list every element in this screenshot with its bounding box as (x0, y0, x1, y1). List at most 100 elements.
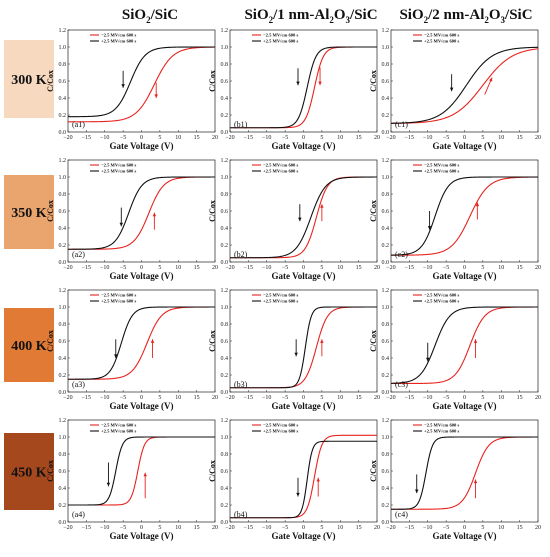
y-tick-label: 0.8 (382, 452, 390, 458)
x-tick-label: 10 (337, 525, 343, 531)
x-tick-label: 5 (481, 395, 484, 401)
x-tick-label: 5 (158, 525, 161, 531)
x-tick-label: −20 (63, 135, 72, 141)
row-labels: 300 K 350 K 400 K 450 K (4, 40, 54, 510)
y-tick-label: 1.2 (382, 28, 390, 34)
series-positive-stress (230, 176, 377, 259)
x-tick-label: 10 (175, 395, 181, 401)
y-axis-label: C/Cox (46, 460, 55, 482)
x-axis-label: Gate Voltage (V) (110, 141, 174, 151)
y-tick-label: 0.2 (221, 373, 229, 379)
x-tick-label: −10 (423, 135, 432, 141)
legend: −2.5 MV/cm 600 s+2.5 MV/cm 600 s (413, 163, 459, 174)
x-tick-label: −15 (82, 135, 91, 141)
y-tick-label: 0.2 (221, 503, 229, 509)
legend-label-negative: −2.5 MV/cm 600 s (263, 293, 298, 298)
x-tick-label: −10 (262, 265, 271, 271)
series-positive-stress (230, 306, 377, 389)
x-tick-label: −20 (225, 265, 234, 271)
x-axis-label: Gate Voltage (V) (272, 401, 336, 411)
x-tick-label: 20 (374, 525, 380, 531)
series-negative-stress (390, 176, 538, 256)
y-tick-label: 0.4 (382, 226, 390, 232)
x-tick-label: −20 (225, 135, 234, 141)
arrow-negative-stress (473, 339, 478, 358)
x-tick-label: −10 (262, 525, 271, 531)
row-label-4: 450 K (11, 466, 47, 481)
panel-b3: −20 −15 −10 −5 0 5 10 15 200.00.20.40.60.81.01.2… (208, 288, 380, 411)
arrow-negative-stress (320, 204, 324, 222)
x-tick-label: 5 (158, 135, 161, 141)
y-tick-label: 0.2 (382, 113, 390, 119)
panel-label: (a1) (72, 120, 85, 129)
x-tick-label: 0 (140, 265, 143, 271)
x-tick-label: 0 (302, 525, 305, 531)
panel-c1: −20 −15 −10 −5 0 5 10 15 200.00.20.40.60.81.01.2… (369, 28, 541, 151)
column-title-2: SiO2/1 nm-Al2O3/SiC (244, 7, 377, 25)
y-tick-label: 1.0 (382, 305, 390, 311)
x-tick-label: −5 (120, 525, 126, 531)
series-positive-stress (67, 46, 215, 118)
x-tick-label: −5 (282, 265, 288, 271)
x-tick-label: 5 (320, 395, 323, 401)
plot-frame (229, 289, 378, 393)
x-axis-label: Gate Voltage (V) (110, 531, 174, 541)
y-tick-label: 0.2 (221, 113, 229, 119)
arrow-positive-stress (449, 74, 454, 92)
x-tick-label: 10 (175, 525, 181, 531)
x-tick-label: 10 (337, 395, 343, 401)
legend-label-negative: −2.5 MV/cm 600 s (101, 423, 136, 428)
x-tick-label: −15 (405, 265, 414, 271)
series-positive-stress (391, 436, 538, 510)
legend-label-positive: +2.5 MV/cm 600 s (101, 39, 136, 44)
legend: −2.5 MV/cm 600 s+2.5 MV/cm 600 s (90, 293, 136, 304)
legend-label-positive: +2.5 MV/cm 600 s (101, 169, 136, 174)
legend: −2.5 MV/cm 600 s+2.5 MV/cm 600 s (90, 33, 136, 44)
x-tick-label: −20 (63, 265, 72, 271)
y-tick-label: 0.8 (382, 322, 390, 328)
legend-label-negative: −2.5 MV/cm 600 s (101, 163, 136, 168)
plot-frame (229, 419, 378, 523)
plot-frame (67, 159, 216, 263)
y-tick-label: 1.2 (59, 28, 67, 34)
y-tick-label: 0.4 (221, 486, 229, 492)
legend: −2.5 MV/cm 600 s+2.5 MV/cm 600 s (413, 33, 459, 44)
x-tick-label: 15 (517, 395, 523, 401)
series-positive-stress (68, 176, 215, 250)
y-tick-label: 0.8 (59, 62, 67, 68)
panel-b1: −20 −15 −10 −5 0 5 10 15 200.00.20.40.60.81.01.2… (208, 28, 380, 151)
arrow-negative-stress (316, 477, 320, 497)
x-tick-label: 15 (194, 265, 200, 271)
arrow-positive-stress (106, 462, 111, 487)
y-tick-label: 0.6 (221, 79, 229, 85)
y-tick-label: 0.6 (382, 79, 390, 85)
legend-label-negative: −2.5 MV/cm 600 s (101, 293, 136, 298)
y-tick-label: 0.2 (382, 373, 390, 379)
x-tick-label: 20 (212, 395, 218, 401)
arrow-positive-stress (119, 207, 124, 227)
arrow-positive-stress (294, 339, 298, 357)
panel-c4: −20 −15 −10 −5 0 5 10 15 200.00.20.40.60.81.01.2… (369, 418, 541, 541)
row-label-3: 400 K (11, 339, 47, 354)
panel-a2: −20 −15 −10 −5 0 5 10 15 20 0.0 0.2 0.4 0.6 0.8 1.0 1.2… (46, 158, 218, 281)
row-label-1: 300 K (11, 73, 47, 88)
y-axis-label: C/Cox (208, 200, 217, 222)
panel-c3: −20 −15 −10 −5 0 5 10 15 200.00.20.40.60.81.01.2… (369, 288, 541, 411)
x-tick-label: 10 (498, 135, 504, 141)
y-tick-label: 1.2 (382, 418, 390, 424)
x-tick-label: −10 (423, 525, 432, 531)
x-tick-label: −15 (82, 525, 91, 531)
y-tick-label: 0.0 (59, 260, 67, 266)
legend: −2.5 MV/cm 600 s+2.5 MV/cm 600 s (252, 293, 298, 304)
y-axis-label: C/Cox (46, 330, 55, 352)
panel-label: (c1) (395, 120, 408, 129)
y-tick-label: 0.8 (382, 62, 390, 68)
y-tick-label: 0.4 (221, 96, 229, 102)
y-tick-label: 0.4 (59, 226, 67, 232)
x-tick-label: −15 (244, 135, 253, 141)
legend: −2.5 MV/cm 600 s+2.5 MV/cm 600 s (413, 293, 459, 304)
y-tick-label: 1.2 (59, 418, 67, 424)
y-tick-label: 0.4 (382, 356, 390, 362)
panel-b2: −20 −15 −10 −5 0 5 10 15 200.00.20.40.60.81.01.2… (208, 158, 380, 281)
x-tick-label: 5 (481, 135, 484, 141)
